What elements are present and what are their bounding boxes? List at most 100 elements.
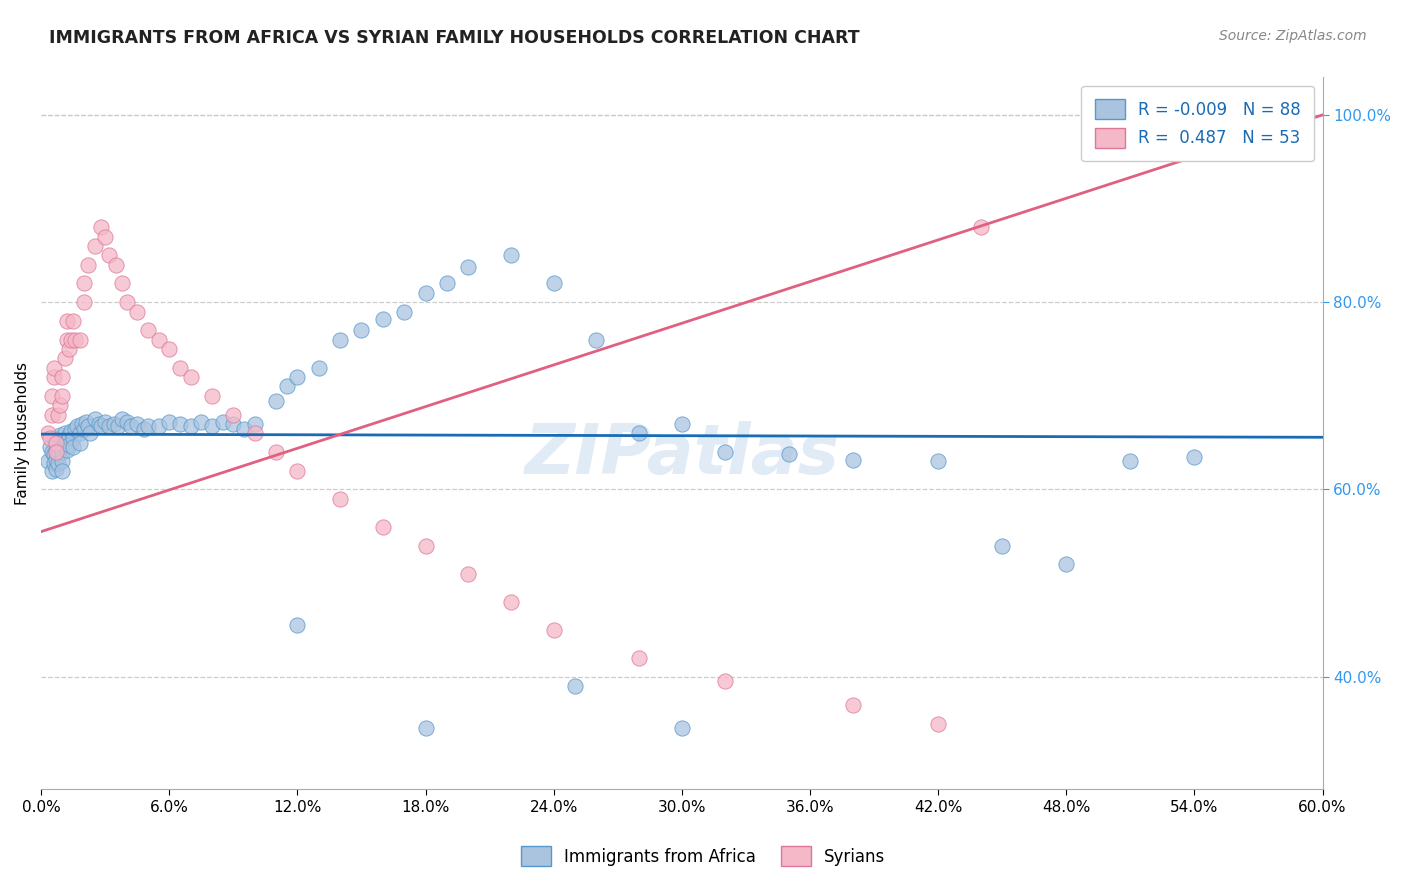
Point (62, 431, 84, 445)
Point (243, 417, 266, 431)
Point (73, 295, 96, 310)
Point (136, 323, 159, 337)
Point (1184, 450, 1206, 464)
Point (69, 333, 91, 347)
Point (49, 428, 72, 442)
Point (77, 418, 100, 433)
Point (120, 418, 142, 433)
Point (415, 539, 437, 553)
Point (51, 370, 73, 384)
Point (45, 443, 67, 458)
Point (287, 618, 309, 632)
Point (841, 452, 863, 467)
Point (371, 520, 394, 534)
Point (778, 447, 800, 461)
Point (41, 408, 63, 422)
Point (37, 426, 59, 441)
Point (46, 456, 69, 470)
Point (53, 435, 76, 450)
Point (83, 412, 105, 426)
Point (70, 417, 93, 431)
Point (564, 679, 586, 693)
Point (51, 445, 73, 459)
Point (1119, 454, 1142, 468)
Point (671, 721, 693, 735)
Point (51, 454, 73, 468)
Point (127, 417, 149, 431)
Point (1054, 558, 1077, 572)
Point (415, 285, 437, 300)
Point (42, 370, 65, 384)
Point (392, 304, 415, 318)
Point (287, 370, 309, 384)
Point (157, 342, 180, 356)
Point (94, 229, 117, 244)
Point (190, 415, 212, 429)
Point (499, 595, 522, 609)
Point (66, 418, 89, 433)
Point (211, 415, 233, 429)
Point (308, 360, 330, 375)
Point (90, 220, 112, 235)
Point (94, 415, 117, 429)
Point (107, 418, 129, 433)
Text: IMMIGRANTS FROM AFRICA VS SYRIAN FAMILY HOUSEHOLDS CORRELATION CHART: IMMIGRANTS FROM AFRICA VS SYRIAN FAMILY … (49, 29, 860, 46)
Point (543, 277, 565, 291)
Point (42, 360, 65, 375)
Point (111, 277, 134, 291)
Point (111, 412, 134, 426)
Point (75, 415, 97, 429)
Point (98, 248, 121, 262)
Point (51, 435, 73, 450)
Point (287, 464, 309, 478)
Point (79, 426, 101, 441)
Point (222, 417, 245, 431)
Point (60, 333, 83, 347)
Point (90, 418, 112, 433)
Point (45, 435, 67, 450)
Point (628, 651, 651, 665)
Point (148, 418, 170, 433)
Point (457, 260, 479, 274)
Point (148, 333, 170, 347)
Point (38, 441, 60, 455)
Point (49, 398, 72, 412)
Point (45, 462, 67, 476)
Point (42, 431, 65, 445)
Point (350, 323, 373, 337)
Point (115, 295, 138, 310)
Point (169, 417, 191, 431)
Point (55, 314, 77, 328)
Point (73, 277, 96, 291)
Point (713, 674, 735, 689)
Point (115, 415, 138, 429)
Point (499, 248, 522, 262)
Point (83, 239, 105, 253)
Point (38, 431, 60, 445)
Point (222, 408, 245, 422)
Point (41, 445, 63, 459)
Point (991, 539, 1014, 553)
Point (927, 454, 949, 468)
Point (77, 258, 100, 272)
Point (51, 389, 73, 403)
Point (58, 437, 80, 451)
Point (927, 716, 949, 731)
Point (58, 428, 80, 442)
Point (329, 491, 352, 506)
Point (46, 408, 69, 422)
Point (180, 418, 202, 433)
Point (42, 456, 65, 470)
Point (371, 312, 394, 326)
Point (671, 417, 693, 431)
Point (55, 434, 77, 448)
Point (543, 623, 565, 637)
Point (157, 415, 180, 429)
Point (37, 454, 59, 468)
Point (49, 437, 72, 451)
Point (58, 342, 80, 356)
Point (53, 426, 76, 441)
Point (201, 389, 224, 403)
Point (713, 445, 735, 459)
Point (132, 422, 155, 436)
